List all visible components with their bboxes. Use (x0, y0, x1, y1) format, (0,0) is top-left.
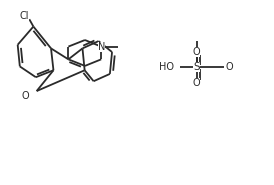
Text: O: O (226, 62, 234, 72)
Text: HO: HO (159, 62, 174, 72)
Text: N: N (98, 42, 105, 52)
Text: O: O (22, 91, 30, 101)
Text: O: O (193, 46, 201, 56)
Text: Cl: Cl (19, 11, 29, 21)
Text: O: O (193, 78, 201, 88)
Text: S: S (193, 62, 200, 72)
